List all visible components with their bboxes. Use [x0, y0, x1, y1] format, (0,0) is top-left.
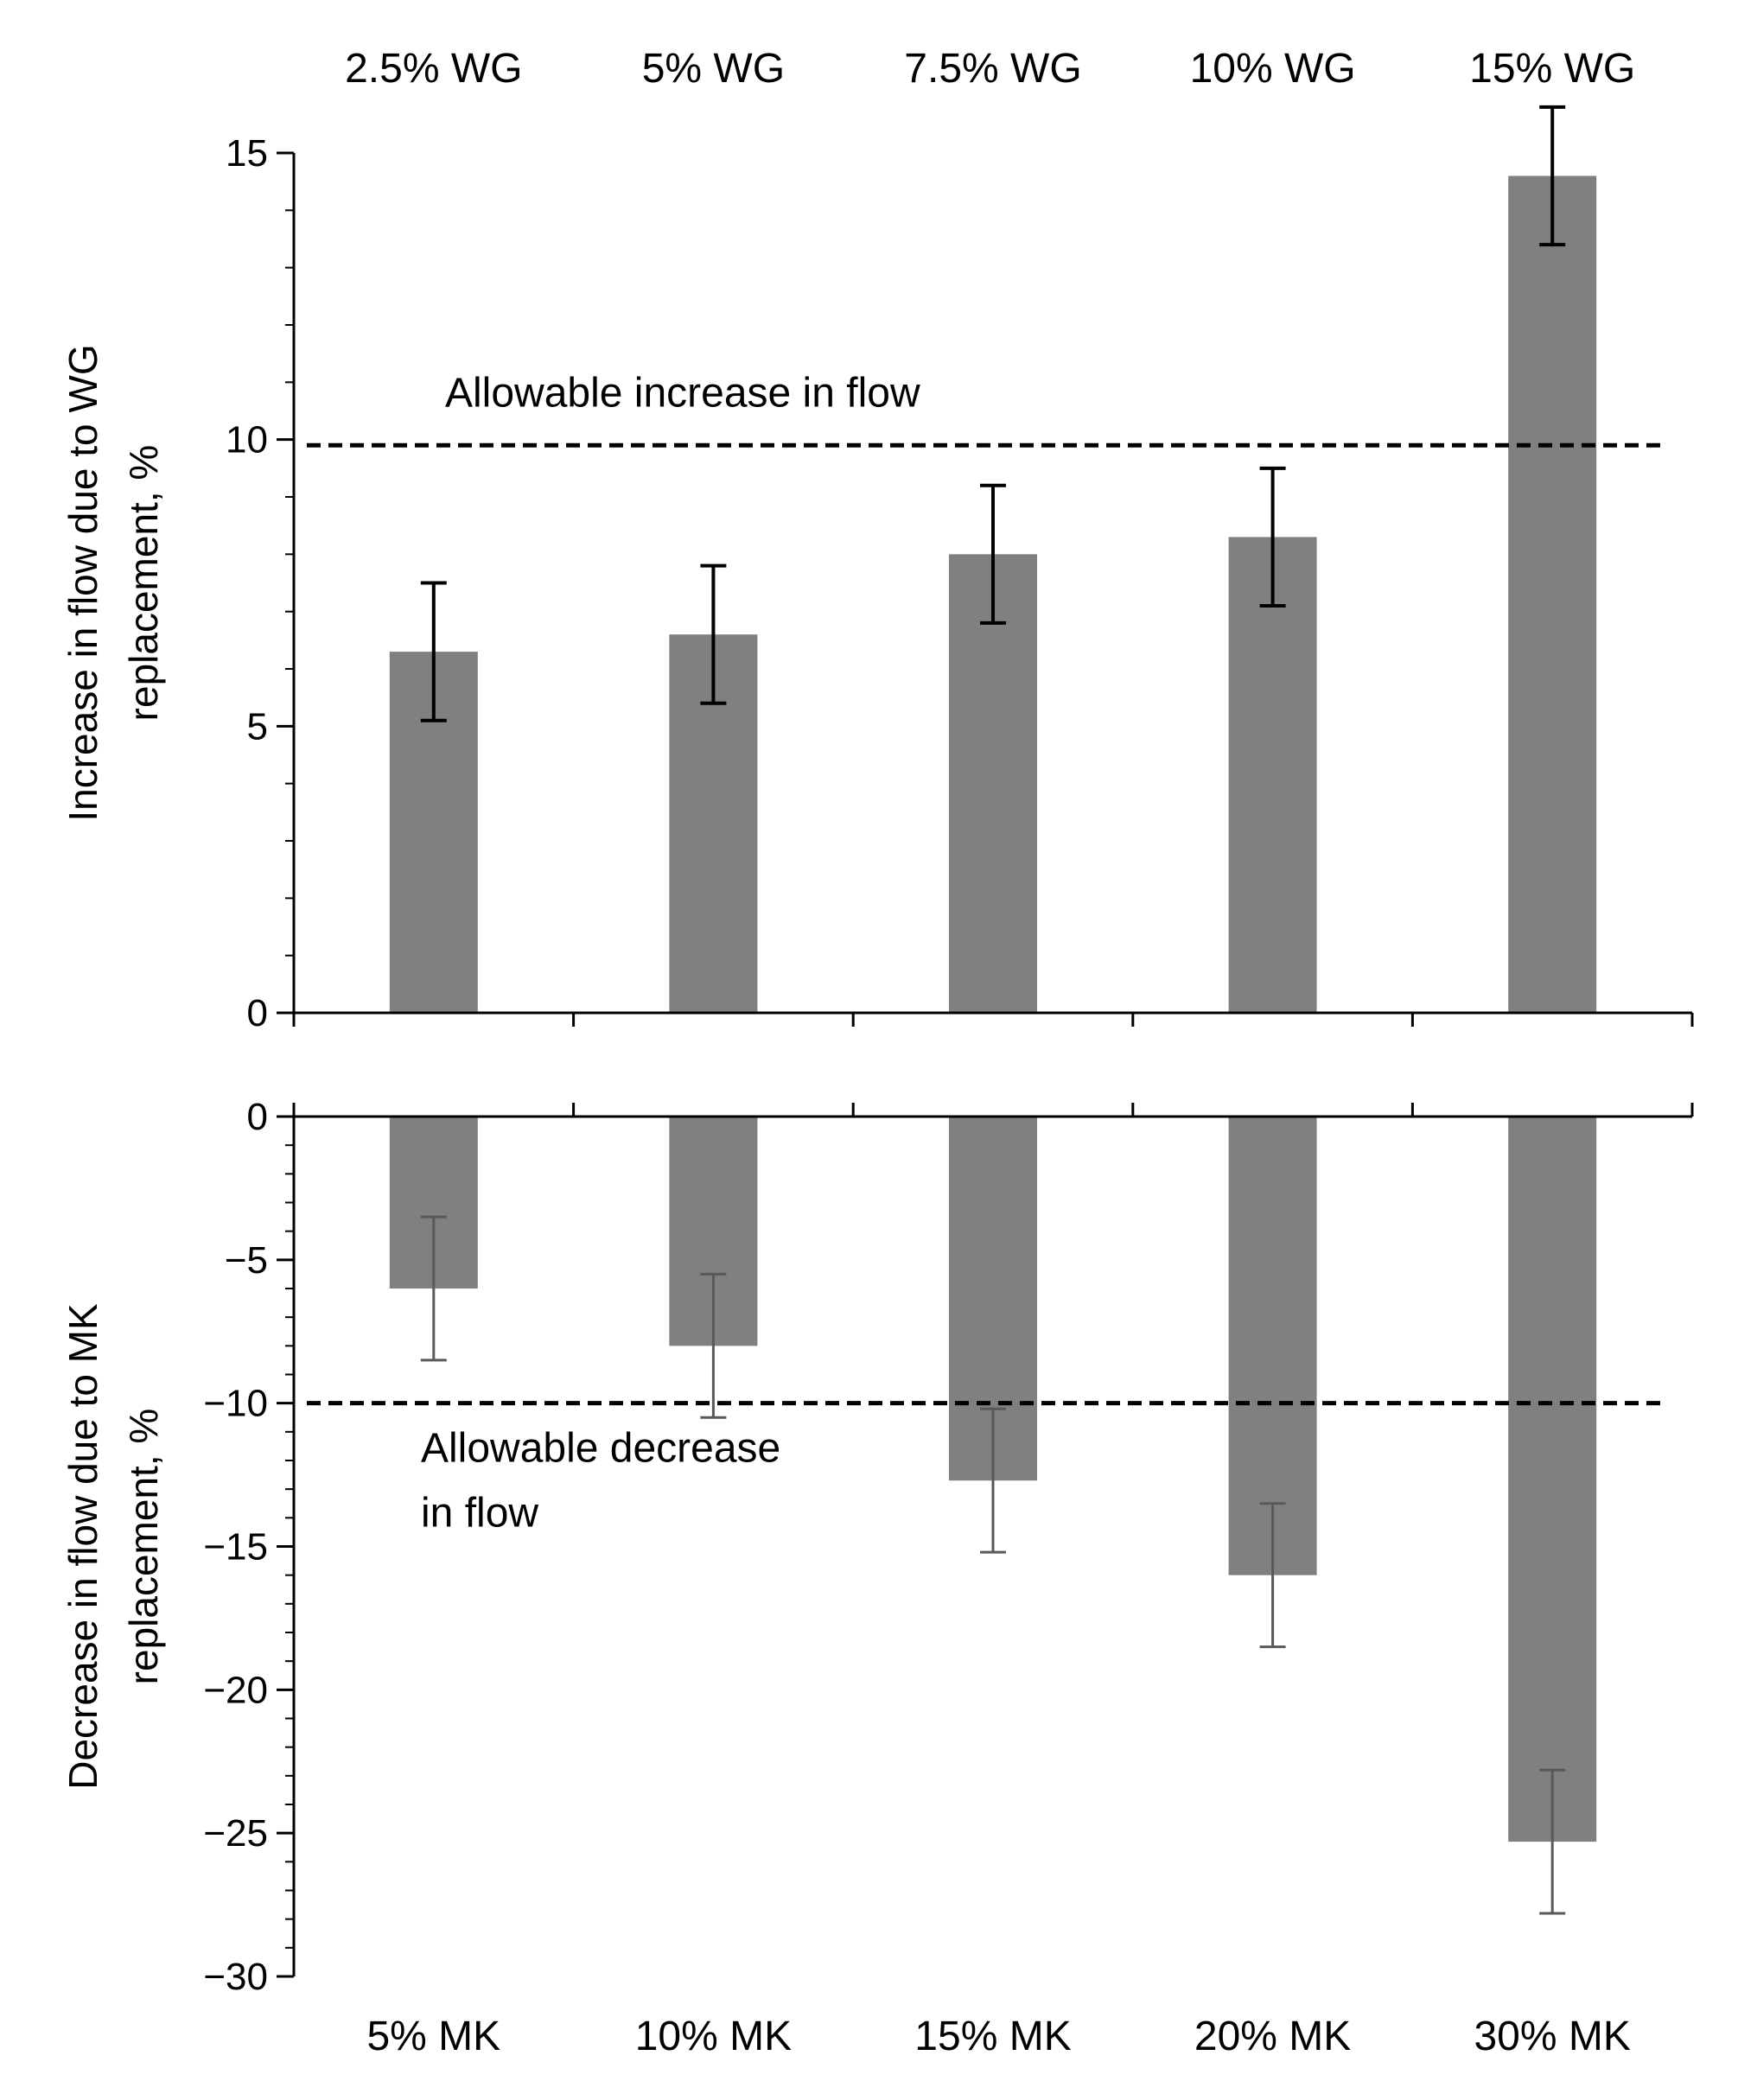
y-tick-label: 10: [226, 419, 268, 461]
category-label: 10% WG: [1190, 46, 1356, 92]
y-tick-label: 0: [247, 1096, 268, 1138]
y-tick-label: −20: [203, 1669, 268, 1711]
y-axis-title: replacement, %: [121, 1409, 166, 1685]
category-label: 15% WG: [1469, 46, 1635, 92]
y-tick-label: −25: [203, 1812, 268, 1855]
bar: [1228, 537, 1317, 1013]
reference-line-label: Allowable decrease: [421, 1426, 780, 1472]
category-label: 7.5% WG: [904, 46, 1081, 92]
bar: [1228, 1117, 1317, 1575]
category-label: 15% MK: [914, 2014, 1071, 2059]
reference-line-label: in flow: [421, 1491, 538, 1537]
category-label: 5% MK: [366, 2014, 500, 2059]
y-tick-label: −10: [203, 1383, 268, 1425]
bar: [1508, 1117, 1597, 1842]
category-label: 5% WG: [642, 46, 785, 92]
bar: [1508, 175, 1597, 1014]
top-panel: 0 5 10 15 2.5% WG 5% WG 7.5% WG 10% WG 15% WG All…: [60, 46, 1694, 1034]
y-tick-label: −30: [203, 1956, 268, 1998]
y-tick-label: −5: [225, 1239, 268, 1282]
bottom-panel: 0 −5 −10 −15 −20 −25 −30 5% MK 10% MK 15% MK 20% M…: [60, 1096, 1694, 2059]
reference-line-label: Allowable increase in flow: [445, 370, 920, 416]
category-label: 2.5% WG: [345, 46, 522, 92]
y-tick-label: 0: [247, 992, 268, 1034]
y-axis-title: Increase in flow due to WG: [60, 344, 105, 821]
y-axis-title: replacement, %: [121, 445, 166, 722]
bar: [949, 554, 1037, 1013]
y-tick-label: 5: [247, 705, 268, 748]
category-label: 20% MK: [1194, 2014, 1351, 2059]
category-label: 30% MK: [1474, 2014, 1630, 2059]
category-label: 10% MK: [635, 2014, 792, 2059]
y-tick-label: 15: [226, 132, 268, 175]
y-axis-title: Decrease in flow due to MK: [60, 1303, 105, 1790]
y-tick-label: −15: [203, 1526, 268, 1569]
